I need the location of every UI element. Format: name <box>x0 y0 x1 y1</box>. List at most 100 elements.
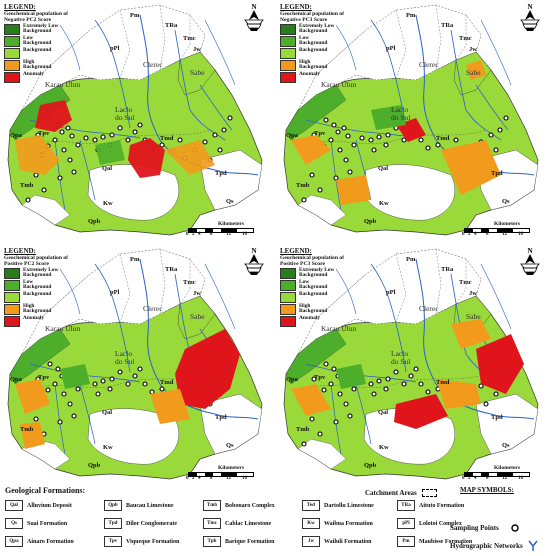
north-arrow-icon: N <box>241 246 267 281</box>
map-label-jw: Jw <box>469 46 477 53</box>
formation-name: Suai Formation <box>27 520 68 527</box>
map-label-clerec: Clerec <box>419 304 439 313</box>
map-legend: LEGEND: Geochemical population of Positi… <box>280 248 344 327</box>
legend-item-label: Anomaly <box>299 315 320 321</box>
map-label-tpv: Tpv <box>314 374 326 381</box>
scale-tick: 2 <box>468 232 471 237</box>
map-label-qal: Qal <box>102 409 113 416</box>
legend-item: Extremely Low Background <box>4 23 68 35</box>
map-label-tmd: Tmd <box>436 379 450 386</box>
scale-bar-graphic <box>188 228 254 233</box>
catchment-areas-legend: Catchment Areas <box>365 489 437 497</box>
map-label-sabe: Sabe <box>466 312 481 321</box>
map-label-jw: Jw <box>193 46 201 53</box>
legend-item-label: Extremely Low Background <box>23 23 59 34</box>
legend-item: Anomaly <box>4 315 68 327</box>
map-label-kw: Kw <box>103 200 113 207</box>
map-label-clerec: Clerec <box>143 60 163 69</box>
legend-subtitle: Geochemical population of <box>4 255 69 261</box>
map-label-tmd: Tmd <box>160 379 174 386</box>
legend-swatch <box>4 280 20 291</box>
legend-swatch <box>280 292 296 303</box>
scale-tick: 8 <box>210 232 213 237</box>
map-label-tpd: Tpd <box>491 170 503 177</box>
footer-legend: Geological Formations: Qal Alluvium Depo… <box>0 486 550 556</box>
formation-item: Qpb Baucau Limestone <box>104 500 174 511</box>
formation-name: Cablac Limestone <box>225 520 272 527</box>
legend-item: High Background <box>280 303 344 315</box>
north-arrow-icon: N <box>241 2 267 37</box>
formation-item: TRa Aituto Formation <box>397 500 464 511</box>
legend-item: Anomaly <box>280 71 344 83</box>
map-label-qpb: Qpb <box>364 218 377 225</box>
formation-name: Maubisse Formation <box>419 538 473 545</box>
north-label: N <box>527 3 532 11</box>
map-label-laclo_2: do Sul <box>115 113 135 122</box>
legend-title: LEGEND: <box>280 3 312 11</box>
map-label-tpd: Tpd <box>215 170 227 177</box>
map-label-qs: Qs <box>226 442 234 449</box>
legend-swatch <box>280 48 296 59</box>
map-label-qs: Qs <box>502 198 510 205</box>
legend-subtitle-score: Negative PC3 Score <box>280 17 328 23</box>
legend-item-label: Low Background <box>299 279 328 290</box>
legend-swatch <box>280 72 296 83</box>
map-label-tmd: Tmd <box>436 135 450 142</box>
scale-tick: 16 <box>242 476 247 481</box>
map-label-sabe: Sabe <box>190 68 205 77</box>
legend-item: High Background <box>4 59 68 71</box>
north-arrow-icon: N <box>517 246 543 281</box>
map-label-qpa: Qpa <box>10 376 22 383</box>
formation-item: Tpb Barique Formation <box>203 536 275 547</box>
legend-swatch <box>4 292 20 303</box>
formation-code: Tmc <box>203 518 221 529</box>
map-label-qpa: Qpa <box>286 376 298 383</box>
scale-tick: 12 <box>502 232 507 237</box>
legend-swatch <box>4 24 20 35</box>
map-label-pm: Pm <box>406 256 416 263</box>
formation-code: Qs <box>5 518 23 529</box>
map-label-laclo_2: do Sul <box>115 357 135 366</box>
scale-tick: 12 <box>226 476 231 481</box>
formation-item: Qpa Ainaro Formation <box>5 536 74 547</box>
formation-name: Baucau Limestone <box>126 502 174 509</box>
formation-code: Jw <box>302 536 320 547</box>
formation-name: Bobonaro Complex <box>225 502 275 509</box>
legend-swatch <box>280 280 296 291</box>
legend-item-label: Low Background <box>23 35 52 46</box>
panel-overlay: LEGEND: Geochemical population of Negati… <box>276 0 549 240</box>
scale-title: Kilometers <box>218 221 244 227</box>
legend-subtitle-score: Positive PC3 Score <box>280 261 325 267</box>
formation-name: Alluvium Deposit <box>27 502 72 509</box>
map-label-pm: Pm <box>130 12 140 19</box>
sampling-points-label: Sampling Points <box>450 524 499 532</box>
legend-item-label: Anomaly <box>299 71 320 77</box>
legend-item-label: High Background <box>23 59 52 70</box>
formation-code: Kw <box>302 518 320 529</box>
legend-item-label: High Background <box>23 303 52 314</box>
scale-bar-graphic <box>188 472 254 477</box>
legend-swatch <box>280 304 296 315</box>
map-label-laclo_1: Laclo <box>115 105 133 114</box>
map-label-laclo_1: Laclo <box>115 349 133 358</box>
scale-tick: 4 <box>474 476 477 481</box>
map-label-tmb: Tmb <box>20 426 34 433</box>
legend-item: High Background <box>280 59 344 71</box>
legend-swatch <box>280 24 296 35</box>
formation-code: Tpb <box>203 536 221 547</box>
map-symbols-title: MAP SYMBOLS: <box>460 486 514 494</box>
formation-name: Wailuli Formation <box>324 538 372 545</box>
legend-item: Low Background <box>4 35 68 47</box>
map-label-kw: Kw <box>103 444 113 451</box>
scale-tick: 12 <box>226 232 231 237</box>
legend-item-label: Background <box>299 291 328 297</box>
formation-code: Qpa <box>5 536 23 547</box>
panel-overlay: LEGEND: Geochemical population of Negati… <box>0 0 273 240</box>
map-label-sabe: Sabe <box>466 68 481 77</box>
map-label-qpa: Qpa <box>10 132 22 139</box>
north-label: N <box>251 247 256 255</box>
scale-tick: 4 <box>474 232 477 237</box>
map-label-kw: Kw <box>379 200 389 207</box>
scale-tick: 16 <box>518 476 523 481</box>
map-label-tpd: Tpd <box>491 414 503 421</box>
